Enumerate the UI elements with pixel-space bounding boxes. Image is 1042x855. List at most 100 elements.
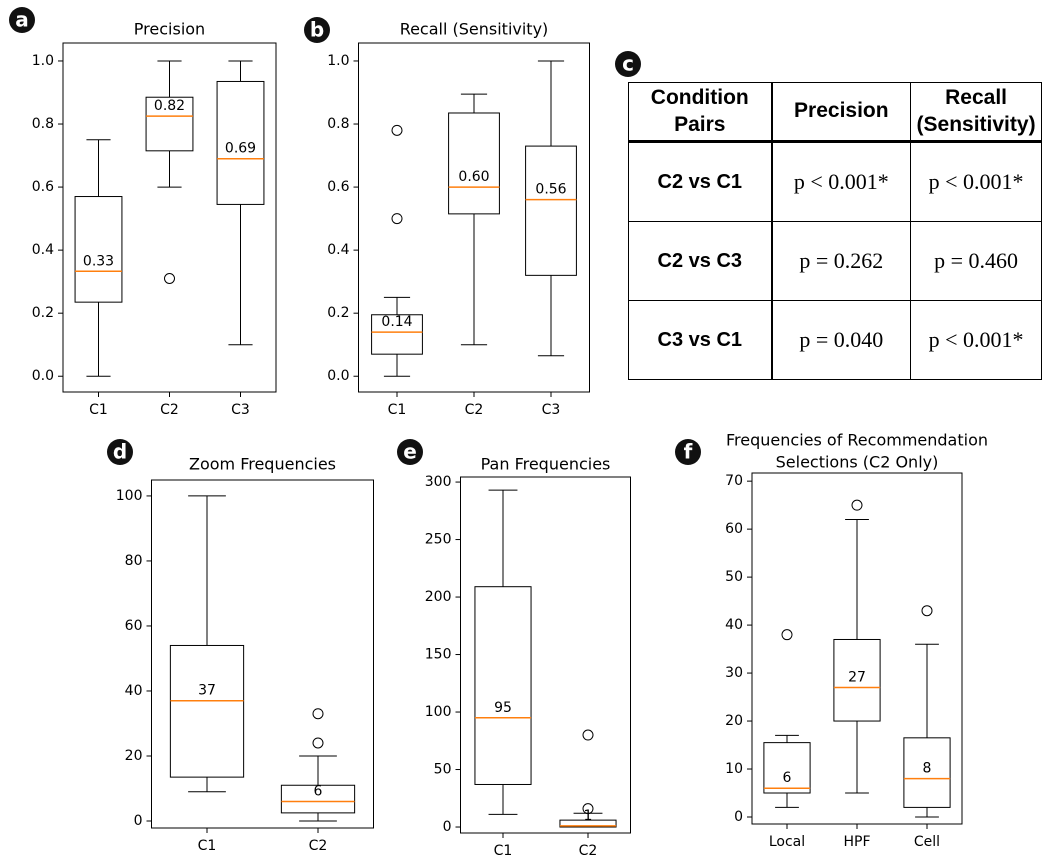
table-cell: p < 0.001*	[910, 300, 1042, 380]
box	[474, 586, 532, 785]
x-tick-label: C1	[89, 402, 108, 418]
header-cell: Condition Pairs	[628, 82, 773, 143]
y-tick-label: 50	[725, 569, 743, 585]
y-tick-label: 80	[125, 553, 143, 569]
y-tick-label: 0.6	[327, 179, 349, 195]
median-label: 0.69	[225, 141, 256, 157]
y-tick-label: 0	[734, 809, 743, 825]
y-tick-label: 0	[443, 819, 452, 835]
y-tick-label: 250	[425, 532, 452, 548]
x-tick-label: C1	[494, 843, 513, 855]
box	[525, 145, 577, 276]
y-tick-label: 300	[425, 474, 452, 490]
y-tick-label: 150	[425, 647, 452, 663]
flier	[582, 729, 594, 741]
flier	[312, 708, 324, 720]
y-tick-label: 0.2	[327, 305, 349, 321]
panel-label: a	[15, 8, 29, 32]
y-tick-label: 100	[116, 488, 143, 504]
box	[216, 80, 265, 205]
table-cell: p < 0.001*	[910, 141, 1042, 222]
flier	[582, 803, 594, 815]
x-tick-label: HPF	[843, 834, 870, 850]
median-label: 8	[923, 761, 932, 777]
median-label: 1	[584, 808, 593, 824]
y-tick-label: 40	[725, 617, 743, 633]
panel-badge	[675, 439, 701, 465]
median-label: 27	[848, 669, 866, 685]
y-tick-label: 0.8	[32, 116, 54, 132]
x-tick-label: C1	[388, 402, 407, 418]
x-tick-label: C3	[542, 402, 561, 418]
table-cell: C2 vs C1	[628, 141, 773, 222]
y-tick-label: 20	[125, 748, 143, 764]
flier	[312, 737, 324, 749]
table-cell: p = 0.040	[771, 300, 912, 380]
x-tick-label: Local	[769, 834, 805, 850]
flier	[164, 273, 175, 285]
median-label: 37	[198, 683, 216, 699]
y-tick-label: 0.6	[32, 179, 54, 195]
median-label: 0.60	[458, 169, 489, 185]
y-tick-label: 50	[434, 762, 452, 778]
table-cell: C3 vs C1	[628, 300, 773, 380]
box	[763, 742, 811, 794]
median-label: 6	[783, 770, 792, 786]
y-tick-label: 30	[725, 665, 743, 681]
x-tick-label: C2	[579, 843, 598, 855]
box	[559, 819, 617, 828]
plot-frame	[460, 476, 631, 834]
y-tick-label: 70	[725, 473, 743, 489]
box	[145, 96, 194, 152]
y-tick-label: 0.4	[32, 242, 54, 258]
table-cell: p < 0.001*	[771, 141, 912, 222]
box	[448, 112, 500, 215]
chart-title: Pan Frequencies	[481, 455, 611, 474]
y-tick-label: 0.8	[327, 116, 349, 132]
median-label: 6	[314, 784, 323, 800]
median-label: 0.14	[381, 314, 412, 330]
flier	[391, 213, 403, 225]
x-tick-label: C2	[309, 838, 328, 854]
header-row: Condition Pairs Precision Recall (Sensitiv…	[628, 82, 1042, 143]
chart-title: Recall (Sensitivity)	[400, 20, 549, 39]
x-tick-label: C1	[198, 838, 217, 854]
header-cell: Precision	[771, 82, 912, 143]
panel-badge	[304, 17, 330, 43]
y-tick-label: 60	[725, 521, 743, 537]
median-label: 0.82	[154, 98, 185, 114]
table-row: C2 vs C1 p < 0.001* p < 0.001*	[628, 141, 1042, 222]
panel-label: d	[113, 440, 127, 464]
panel-label: c	[622, 52, 634, 76]
flier	[391, 124, 403, 136]
panel-badge	[397, 439, 423, 465]
chart-title: Selections (C2 Only)	[776, 453, 939, 472]
box	[833, 638, 881, 722]
y-tick-label: 10	[725, 761, 743, 777]
panel-badge	[615, 51, 641, 77]
y-tick-label: 60	[125, 618, 143, 634]
header-cell: Recall (Sensitivity)	[910, 82, 1042, 143]
flier	[851, 499, 863, 511]
y-tick-label: 200	[425, 589, 452, 605]
panel-label: b	[310, 18, 324, 42]
x-tick-label: C3	[231, 402, 250, 418]
chart-title: Frequencies of Recommendation	[726, 431, 988, 450]
box	[74, 196, 123, 303]
x-tick-label: Cell	[914, 834, 940, 850]
panel-badge	[9, 7, 35, 33]
x-tick-label: C2	[465, 402, 484, 418]
y-tick-label: 0.0	[32, 368, 54, 384]
y-tick-label: 1.0	[327, 53, 349, 69]
panel-badge	[107, 439, 133, 465]
box	[371, 314, 423, 355]
chart-title: Zoom Frequencies	[189, 455, 336, 474]
flier	[781, 629, 793, 641]
table-row: C2 vs C3 p = 0.262 p = 0.460	[628, 221, 1042, 301]
median-label: 95	[494, 700, 512, 716]
flier	[921, 605, 933, 617]
y-tick-label: 0.2	[32, 305, 54, 321]
y-tick-label: 100	[425, 704, 452, 720]
